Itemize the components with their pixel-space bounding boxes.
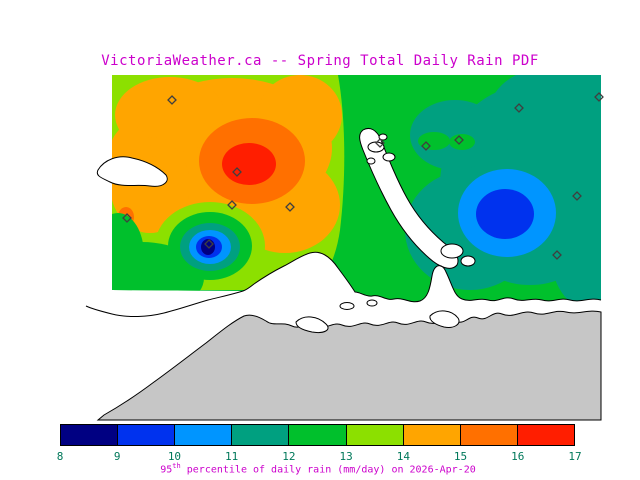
contour-teal-mass-3 — [490, 75, 601, 155]
station-marker-9 — [454, 135, 464, 145]
colorbar-tick-16: 16 — [511, 450, 525, 463]
station-marker-4 — [285, 202, 295, 212]
colorbar-segment-lightblue — [175, 425, 233, 445]
colorbar-segment-orange — [403, 425, 461, 445]
contour-green-patch-1 — [418, 132, 450, 150]
plot-title: VictoriaWeather.ca -- Spring Total Daily… — [101, 53, 539, 69]
colorbar-tick-14: 14 — [396, 450, 410, 463]
island-3 — [366, 157, 376, 165]
colorbar-segment-lightgreen — [346, 425, 404, 445]
contour-green-patch-2 — [449, 134, 475, 150]
station-marker-3 — [227, 200, 237, 210]
colorbar-segment-blue — [118, 425, 176, 445]
colorbar-tick-8: 8 — [56, 450, 64, 463]
colorbar-tick-labels: 8 9 10 11 12 13 14 15 16 17 — [56, 450, 582, 463]
station-marker-6 — [204, 239, 214, 249]
island-2 — [382, 152, 396, 162]
contour-fill-layers — [112, 75, 601, 302]
islet-1 — [339, 302, 355, 310]
harbor-pocket-2 — [460, 255, 476, 267]
contour-green-sw-2 — [112, 213, 144, 297]
contour-teal-mass-5 — [550, 190, 601, 302]
station-marker-2 — [232, 167, 242, 177]
station-markers — [122, 92, 604, 260]
colorbar-tick-11: 11 — [225, 450, 239, 463]
colorbar-segment-teal — [232, 425, 290, 445]
island-1 — [367, 141, 385, 153]
bay-south-shore-2 — [429, 310, 460, 328]
caption-superscript: th — [172, 462, 181, 470]
bay-south-shore-1 — [295, 316, 329, 333]
colorbar-segment-navy — [61, 425, 119, 445]
colorbar-segment-green — [289, 425, 347, 445]
colorbar-caption: 95th percentile of daily rain (mm/day) o… — [0, 462, 636, 475]
colorbar-tick-12: 12 — [282, 450, 296, 463]
islet-2 — [366, 299, 378, 307]
colorbar-tick-17: 17 — [568, 450, 582, 463]
station-marker-7 — [375, 138, 385, 148]
station-marker-13 — [552, 250, 562, 260]
harbor-pocket-1 — [440, 243, 464, 259]
colorbar — [60, 424, 575, 446]
station-marker-10 — [514, 103, 524, 113]
contour-red-max-core — [222, 143, 276, 185]
station-marker-11 — [594, 92, 604, 102]
colorbar-tick-15: 15 — [453, 450, 468, 463]
station-marker-1 — [167, 95, 177, 105]
coastline-north-shore — [85, 251, 602, 317]
contour-blue-min-east — [476, 189, 534, 239]
colorbar-segments — [61, 425, 574, 445]
colorbar-tick-13: 13 — [339, 450, 353, 463]
caption-text: percentile of daily rain (mm/day) on 202… — [180, 464, 476, 476]
colorbar-tick-9: 9 — [113, 450, 121, 463]
station-marker-5 — [122, 213, 132, 223]
caption-value: 95 — [160, 464, 173, 476]
strait-islets — [339, 299, 378, 310]
colorbar-segment-deeporange — [460, 425, 518, 445]
island-cluster — [366, 133, 476, 267]
contour-teal-mass-4 — [410, 100, 500, 170]
colorbar-segment-red — [517, 425, 574, 445]
station-marker-8 — [421, 141, 431, 151]
island-4 — [378, 133, 388, 141]
landmass-south — [96, 310, 602, 421]
station-marker-12 — [572, 191, 582, 201]
inlet-basin-west — [96, 156, 168, 187]
colorbar-tick-10: 10 — [167, 450, 182, 463]
